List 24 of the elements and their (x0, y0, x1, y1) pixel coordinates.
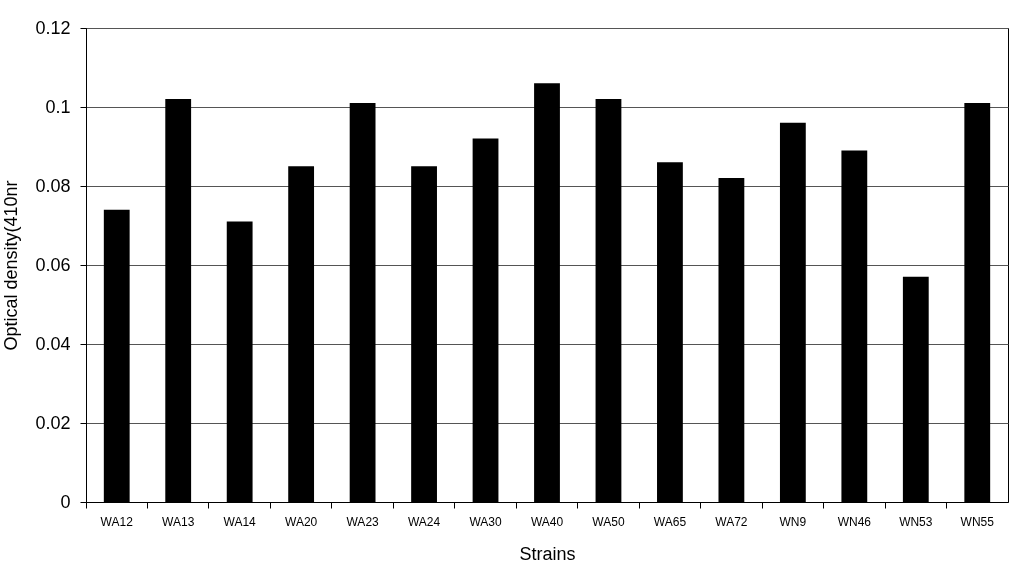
y-tick-label: 0.06 (35, 254, 71, 275)
x-tick-label: WA20 (285, 514, 318, 529)
x-tick-label: WN55 (960, 514, 995, 529)
y-tick-label: 0.12 (35, 17, 71, 38)
x-tick-label: WA24 (407, 514, 441, 529)
x-tick-label: WA23 (346, 514, 380, 529)
x-tick-label: WA12 (100, 514, 134, 529)
x-tick-label: WN46 (837, 514, 872, 529)
x-tick-label: WA13 (162, 514, 195, 529)
x-tick-label: WA40 (530, 514, 564, 529)
y-tick-label: 0.04 (35, 333, 71, 354)
x-tick-label: WN53 (899, 514, 933, 529)
x-tick-label: WN9 (779, 514, 807, 529)
y-tick-label: 0.1 (45, 96, 71, 117)
x-tick-label: WA50 (592, 514, 625, 529)
x-tick-label: WA65 (653, 514, 687, 529)
y-tick-label: 0 (60, 491, 71, 512)
y-tick-label: 0.08 (35, 175, 71, 196)
y-axis-title: Optical density(410nr (1, 180, 22, 351)
x-tick-label: WA14 (223, 514, 257, 529)
x-axis-title: Strains (519, 543, 576, 564)
x-tick-label: WA30 (469, 514, 502, 529)
y-tick-label: 0.02 (35, 412, 71, 433)
x-tick-label: WA72 (715, 514, 748, 529)
